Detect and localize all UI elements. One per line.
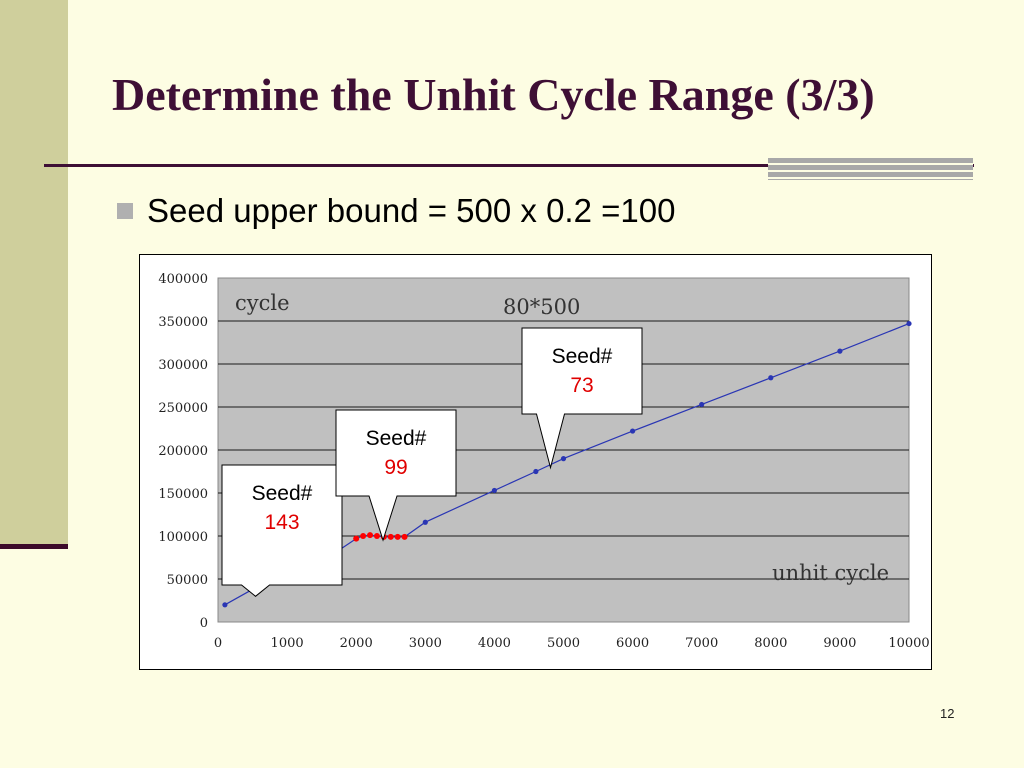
- y-tick-label: 100000: [158, 530, 208, 545]
- y-tick-label: 250000: [158, 401, 208, 416]
- x-axis-ticks: 0 1000 2000 3000 4000 5000 6000 7000 8000 9000 100…: [214, 636, 930, 651]
- slide-number: 12: [940, 706, 955, 721]
- data-point: [768, 375, 774, 381]
- highlight-point: [360, 533, 367, 539]
- highlight-point: [401, 533, 408, 540]
- highlight-point: [353, 535, 360, 542]
- line-chart: 0500001000001500002000002500003000003500…: [158, 272, 930, 651]
- data-point: [560, 456, 567, 462]
- x-tick-label: 7000: [685, 636, 718, 651]
- bullet-item: Seed upper bound = 500 x 0.2 =100: [117, 192, 675, 230]
- highlight-point: [373, 533, 380, 539]
- x-tick-label: 4000: [478, 636, 511, 651]
- x-tick-label: 8000: [754, 636, 787, 651]
- data-point: [422, 519, 428, 525]
- x-tick-label: 10000: [888, 636, 929, 651]
- y-tick-label: 150000: [158, 487, 208, 502]
- square-bullet-icon: [117, 203, 133, 219]
- data-point: [533, 468, 539, 475]
- callout-seed-value: 99: [384, 456, 407, 479]
- x-tick-label: 6000: [616, 636, 649, 651]
- callout-seed-value: 73: [570, 374, 593, 397]
- y-tick-label: 200000: [158, 444, 208, 459]
- data-point: [222, 602, 228, 608]
- highlight-point: [394, 533, 401, 540]
- highlight-point: [387, 533, 394, 540]
- callout-box: [335, 409, 457, 542]
- slide-title: Determine the Unhit Cycle Range (3/3): [112, 69, 875, 120]
- x-axis-label: unhit cycle: [772, 561, 889, 585]
- y-axis-ticks: 0 50000 100000 150000 200000 250000 300000 3500…: [158, 272, 208, 631]
- callout-seed-value: 143: [264, 511, 299, 534]
- title-rule: [44, 164, 974, 167]
- x-tick-label: 9000: [823, 636, 856, 651]
- callout-label: Seed#: [366, 427, 427, 450]
- y-tick-label: 400000: [158, 272, 208, 287]
- chart-title: 80*500: [503, 295, 580, 319]
- left-accent-bar: [0, 0, 68, 548]
- y-tick-label: 300000: [158, 358, 208, 373]
- left-accent-line: [0, 544, 68, 549]
- x-tick-label: 1000: [271, 636, 304, 651]
- title-stripe-decoration: [768, 158, 973, 180]
- y-tick-label: 50000: [167, 573, 208, 588]
- x-tick-label: 2000: [340, 636, 373, 651]
- data-point: [906, 320, 912, 327]
- data-points: [222, 320, 912, 608]
- callout-label: Seed#: [252, 482, 313, 505]
- data-point: [491, 487, 497, 494]
- callout-label: Seed#: [552, 345, 613, 368]
- y-tick-label: 350000: [158, 315, 208, 330]
- highlight-point: [367, 532, 374, 539]
- bullet-text: Seed upper bound = 500 x 0.2 =100: [147, 192, 676, 229]
- chart-frame: 0 50000 100000 150000 200000 250000 300000 3500…: [139, 254, 932, 670]
- data-point: [837, 348, 843, 354]
- callout-box: [521, 327, 643, 470]
- y-axis-label: cycle: [235, 291, 290, 315]
- x-tick-label: 0: [214, 636, 222, 651]
- data-point: [630, 428, 636, 434]
- y-tick-label: 0: [200, 616, 208, 631]
- callouts: Seed# 143 Seed# 99 Seed# 73: [221, 327, 643, 597]
- data-point: [699, 401, 705, 408]
- x-tick-label: 5000: [547, 636, 580, 651]
- x-tick-label: 3000: [409, 636, 442, 651]
